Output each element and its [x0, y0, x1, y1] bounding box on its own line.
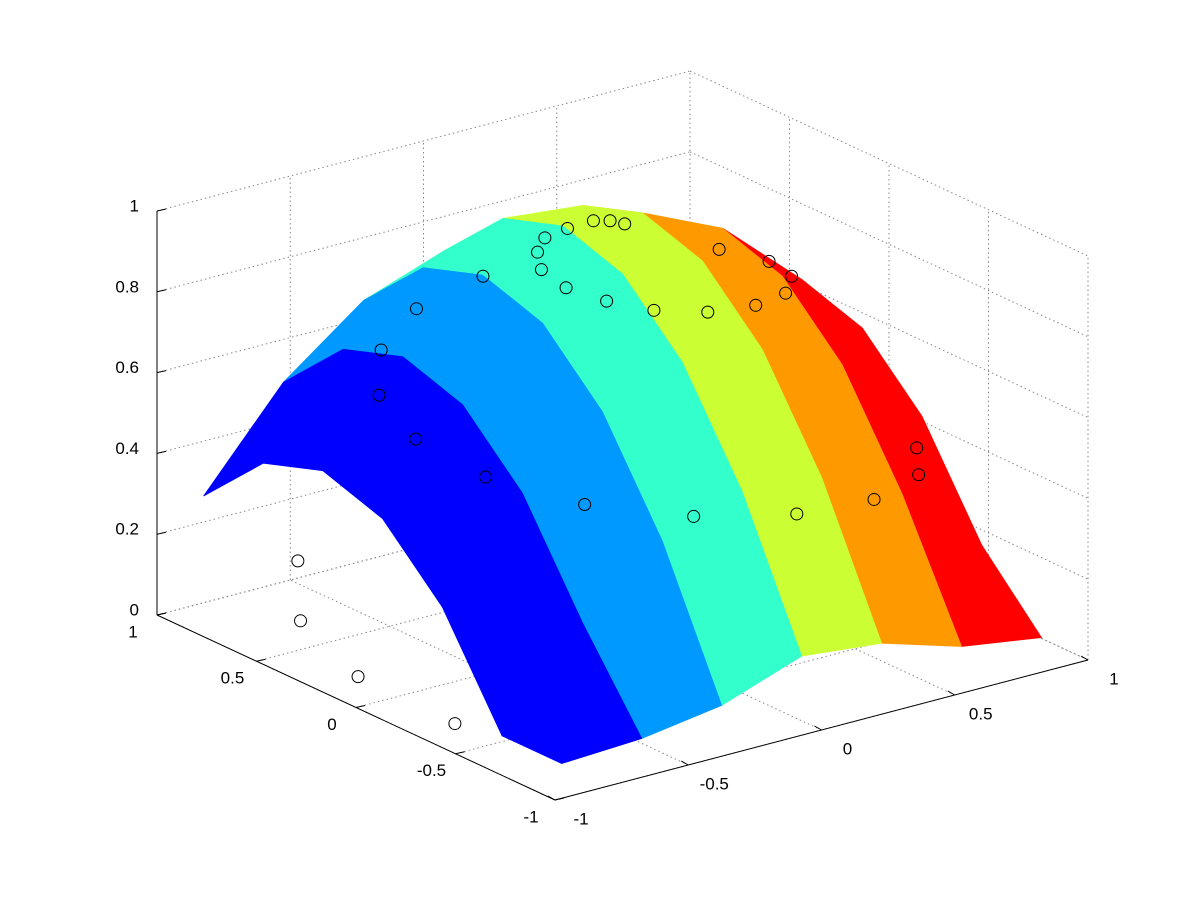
- y-tick: [256, 658, 266, 662]
- data-point: [448, 717, 462, 731]
- x-tick-label: -0.5: [700, 774, 729, 793]
- x-tick-label: 0.5: [969, 704, 993, 723]
- y-tick-label: 0.5: [221, 669, 245, 688]
- data-point: [409, 432, 423, 446]
- data-point: [910, 441, 924, 455]
- data-point: [479, 470, 493, 484]
- data-point: [600, 294, 614, 308]
- x-tick-label: 0: [843, 739, 852, 758]
- data-point: [538, 231, 552, 245]
- x-tick: [947, 690, 955, 696]
- z-tick: [156, 531, 167, 535]
- z-tick: [156, 289, 167, 293]
- surface-patch: [501, 621, 643, 764]
- grid-line: [156, 70, 691, 212]
- data-point: [618, 217, 632, 231]
- x-tick: [1080, 655, 1089, 661]
- y-tick: [355, 705, 366, 708]
- y-tick-label: -1: [523, 807, 538, 826]
- data-point: [294, 614, 308, 628]
- data-point: [351, 670, 365, 684]
- data-point: [785, 269, 799, 283]
- data-point: [409, 302, 423, 316]
- z-tick: [156, 450, 167, 454]
- y-tick: [156, 612, 167, 616]
- x-tick-label: -1: [573, 809, 588, 828]
- data-point: [712, 242, 726, 256]
- data-point: [687, 509, 701, 523]
- data-point: [372, 388, 386, 402]
- z-tick: [156, 370, 167, 374]
- y-tick-label: 1: [128, 622, 137, 641]
- y-tick: [554, 797, 565, 801]
- data-point: [749, 298, 763, 312]
- grid-line: [156, 151, 691, 293]
- data-point: [647, 303, 661, 317]
- data-point: [779, 286, 793, 300]
- data-point: [559, 281, 573, 295]
- y-tick-label: -0.5: [417, 761, 446, 780]
- data-point: [291, 554, 305, 568]
- data-point: [790, 507, 804, 521]
- data-point: [867, 492, 881, 506]
- x-tick: [681, 760, 689, 766]
- data-point: [374, 343, 388, 357]
- data-point: [531, 245, 545, 259]
- data-point: [912, 468, 926, 482]
- grid-line: [689, 151, 1089, 338]
- x-tick-label: 1: [1109, 669, 1118, 688]
- data-point: [534, 263, 548, 277]
- x-tick: [547, 795, 556, 801]
- grid-line: [689, 70, 1089, 257]
- z-tick-label: 0.2: [115, 520, 139, 539]
- x-tick: [814, 725, 822, 731]
- z-tick: [156, 208, 167, 212]
- data-point: [701, 305, 715, 319]
- z-tick-label: 0.8: [115, 277, 139, 296]
- z-tick-label: 0: [130, 600, 139, 619]
- y-tick-label: 0: [327, 715, 336, 734]
- data-point: [476, 269, 490, 283]
- data-point: [560, 221, 574, 235]
- data-point: [578, 498, 592, 512]
- y-tick: [455, 751, 465, 755]
- data-point: [586, 214, 600, 228]
- z-tick-label: 1: [130, 196, 139, 215]
- z-tick-label: 0.4: [115, 439, 139, 458]
- z-tick-label: 0.6: [115, 358, 139, 377]
- data-point: [762, 254, 776, 268]
- data-point: [603, 214, 617, 228]
